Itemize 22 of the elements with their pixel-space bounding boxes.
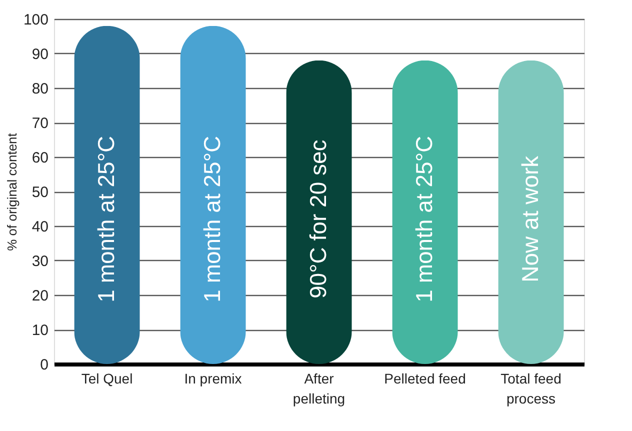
y-tick-label: 40 bbox=[32, 218, 48, 236]
annotation: 90°C for 20 sec bbox=[305, 140, 331, 298]
annotation: Now at work bbox=[517, 155, 543, 282]
y-tick-label: 90 bbox=[32, 46, 48, 63]
x-tick-label: After pelleting bbox=[292, 370, 346, 406]
x-tick-label: In premix bbox=[184, 370, 242, 386]
y-tick-label: 50 bbox=[32, 184, 48, 201]
x-tick-label: Pelleted feed bbox=[384, 370, 466, 386]
annotation: 1 month at 25°C bbox=[93, 136, 119, 302]
annotation: 1 month at 25°C bbox=[411, 136, 437, 302]
y-tick-label: 30 bbox=[32, 253, 48, 270]
y-tick-label: 60 bbox=[32, 150, 48, 166]
x-tick-label: Tel Quel bbox=[81, 370, 133, 386]
x-tick-label: Total feed process bbox=[500, 370, 562, 406]
y-tick-label: 80 bbox=[32, 80, 48, 98]
y-tick-label: 20 bbox=[32, 288, 48, 304]
annotation: 1 month at 25°C bbox=[199, 136, 225, 302]
y-tick-label: 10 bbox=[32, 322, 48, 339]
y-tick-label: 100 bbox=[23, 12, 48, 28]
y-tick-label: 70 bbox=[32, 115, 48, 132]
y-axis-title: % of original content bbox=[4, 132, 20, 251]
y-tick-label: 0 bbox=[40, 356, 48, 374]
